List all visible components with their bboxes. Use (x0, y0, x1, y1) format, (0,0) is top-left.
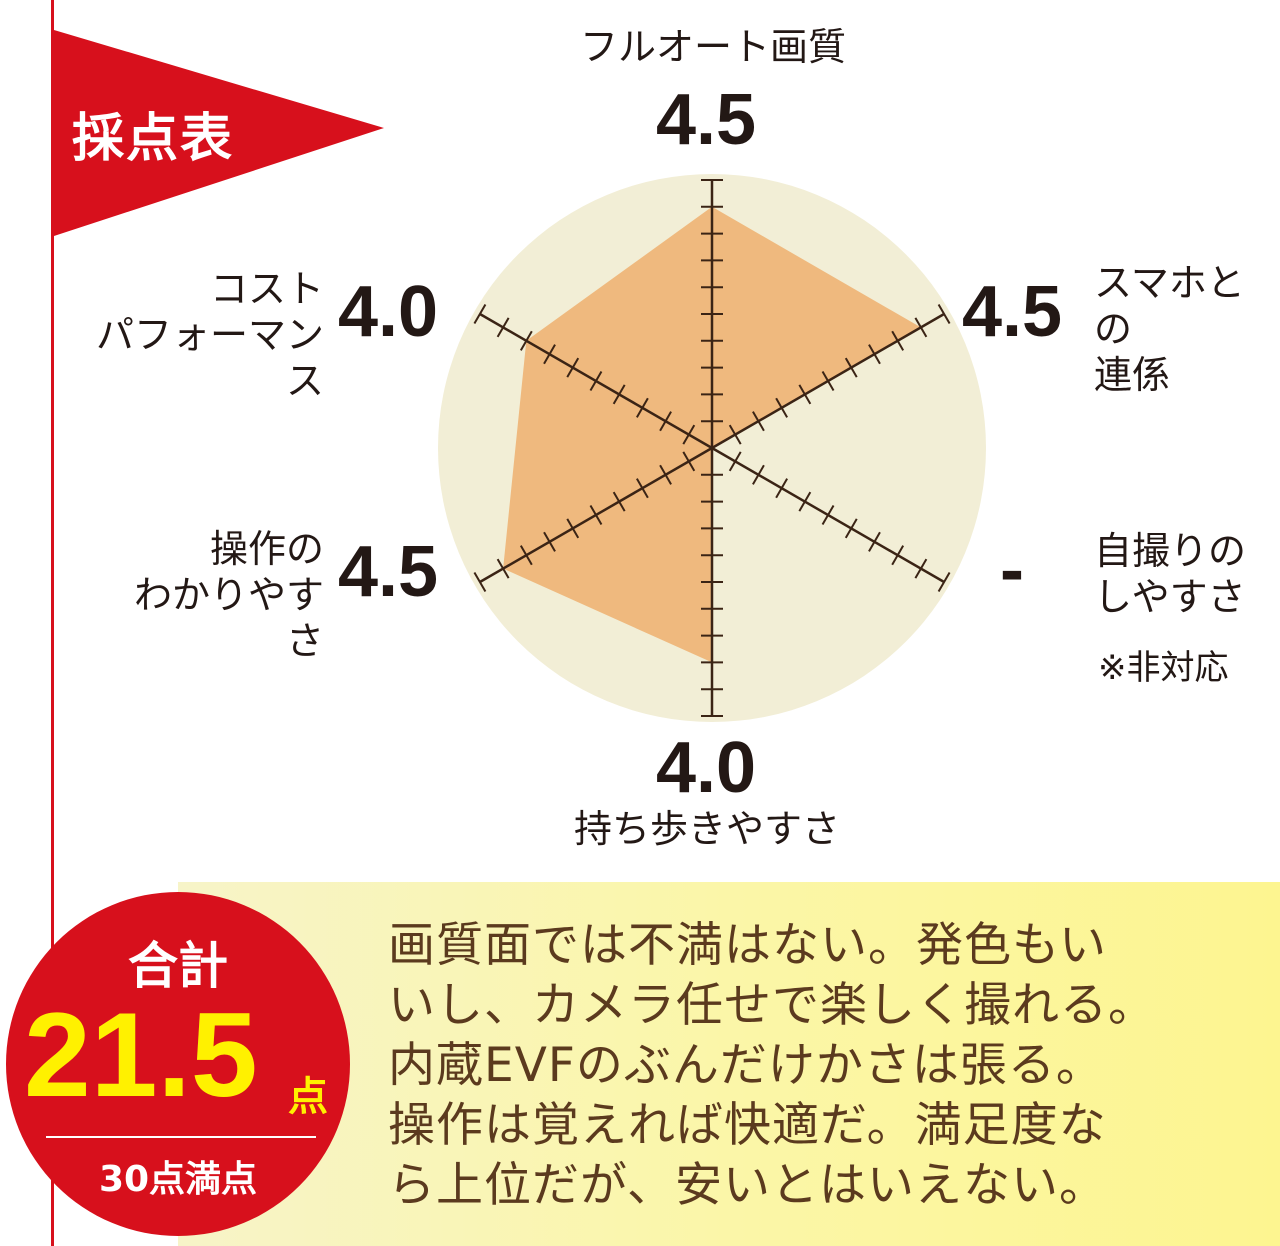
radar-axis-tick (868, 531, 881, 552)
radar-axis-tick (496, 558, 510, 579)
radar-axis-tick (682, 424, 696, 445)
score-portability: 4.0 (656, 728, 757, 808)
radar-axis-tick (659, 464, 672, 485)
radar-axis-tick (589, 504, 603, 526)
axis-label-full-auto-quality: フルオート画質 (580, 25, 847, 69)
axis-label-smartphone-link: スマホとの 連係 (1094, 261, 1245, 397)
radar-axis-tick (775, 478, 788, 499)
comment-line: 内蔵EVFのぶんだけかさは張る。 (388, 1038, 1104, 1093)
radar-axes (473, 179, 951, 717)
score-cost-performance: 4.0 (338, 272, 439, 352)
score-smartphone-link: 4.5 (962, 272, 1063, 352)
total-value: 21.5 (24, 988, 258, 1122)
radar-axis-tick (496, 317, 510, 338)
radar-axis-tick (868, 344, 881, 365)
radar-axis-tick (844, 357, 858, 378)
score-full-auto-quality: 4.5 (656, 80, 757, 160)
radar-axis-tick (589, 370, 603, 392)
radar-axis-tick (728, 424, 742, 445)
title-flag (54, 30, 384, 236)
comment-line: 操作は覚えれば快適だ。満足度な (388, 1098, 1107, 1153)
radar-axis-tick (612, 384, 626, 405)
comment-box (178, 882, 1280, 1246)
axis-label-ease-of-operation: 操作の わかりやすさ (133, 527, 324, 663)
radar-axis-tick (914, 558, 928, 579)
radar-axis-tick (728, 451, 742, 472)
radar-axis-tick (519, 330, 533, 351)
radar-axis-tick (752, 411, 765, 432)
radar-axis-tick (543, 344, 556, 365)
comment-line: 画質面では不満はない。発色もい (388, 918, 1108, 973)
comment-line: いし、カメラ任せで楽しく撮れる。 (388, 978, 1156, 1033)
radar-axis-tick (566, 518, 580, 539)
radar-axis-tick (636, 397, 649, 418)
radar-axis-tick (659, 411, 672, 432)
radar-axis-tick (519, 545, 533, 566)
radar-axis-tick (775, 397, 788, 418)
radar-axis-tick (543, 531, 556, 552)
flagpole (51, 0, 54, 1246)
axis-label-selfie: 自撮りの しやすさ (1094, 529, 1247, 619)
radar-axis-tick (891, 330, 905, 351)
radar-axis-tick (821, 504, 835, 526)
total-label: 合計 (128, 937, 228, 995)
radar-axis-tick (473, 303, 487, 325)
radar-axis-tick (844, 518, 858, 539)
comment-text: 画質面では不満はない。発色もい いし、カメラ任せで楽しく撮れる。 内蔵EVFのぶ… (388, 916, 1268, 1216)
radar-axis-tick (612, 491, 626, 512)
selfie-unsupported-note: ※非対応 (1098, 648, 1229, 688)
radar-axis-tick (636, 478, 649, 499)
radar-axis-tick (937, 571, 951, 593)
radar-axis-tick (821, 370, 835, 392)
chart-title: 採点表 (72, 109, 235, 169)
total-max-score: 30点満点 (98, 1159, 258, 1200)
radar-axis-tick (473, 571, 487, 593)
axis-label-cost-performance: コスト パフォーマンス (95, 267, 324, 403)
radar-axis-tick (891, 545, 905, 566)
score-selfie: - (1000, 530, 1024, 610)
radar-axis-tick (682, 451, 696, 472)
radar-chart (438, 174, 986, 722)
radar-axis-tick (752, 464, 765, 485)
radar-axis-tick (798, 384, 812, 405)
radar-axis-tick (937, 303, 951, 325)
total-score-badge (6, 892, 350, 1236)
comment-line: ら上位だが、安いとはいえない。 (388, 1158, 1108, 1213)
total-unit: 点 (288, 1074, 328, 1120)
radar-axis-tick (914, 317, 928, 338)
score-ease-of-operation: 4.5 (338, 532, 439, 612)
axis-label-portability: 持ち歩きやすさ (574, 807, 841, 851)
radar-axis-tick (798, 491, 812, 512)
radar-axis-tick (566, 357, 580, 378)
total-divider (46, 1136, 316, 1138)
